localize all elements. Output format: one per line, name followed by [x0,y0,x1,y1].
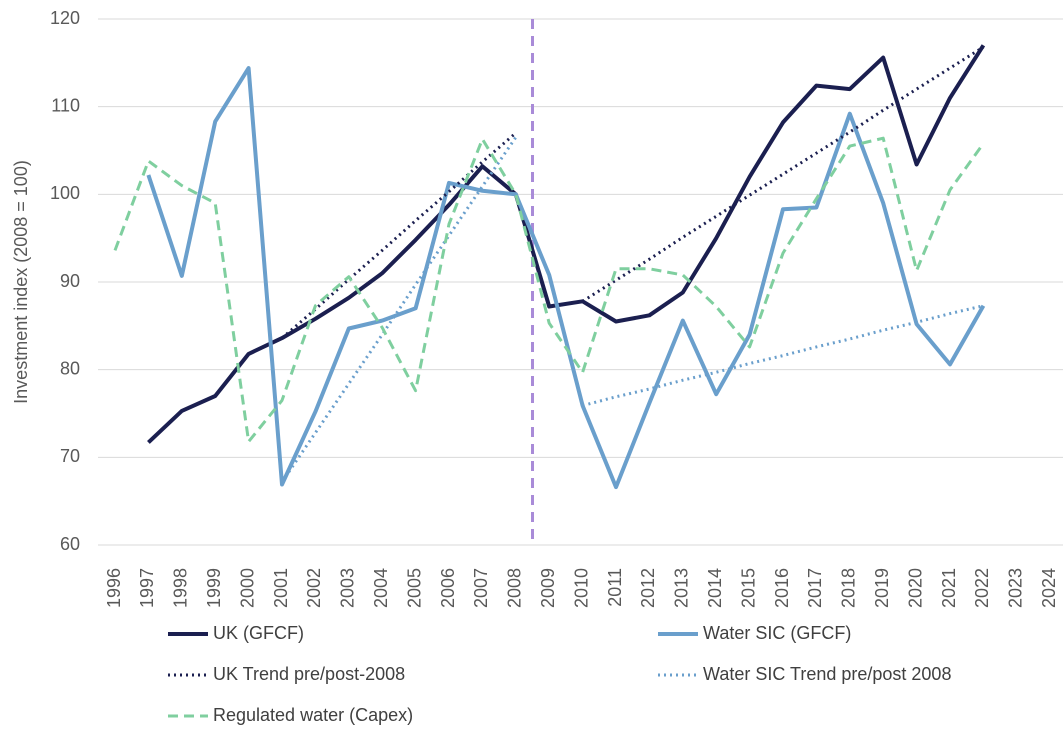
x-tick-label: 2014 [705,568,725,608]
x-tick-label: 2018 [839,568,859,608]
x-tick-label: 2002 [304,568,324,608]
x-tick-label: 2012 [638,568,658,608]
legend-label: UK Trend pre/post-2008 [213,664,405,684]
x-tick-label: 2017 [805,568,825,608]
x-tick-label: 2024 [1039,568,1059,608]
y-tick-label: 70 [60,446,80,466]
x-tick-label: 2023 [1006,568,1026,608]
x-tick-label: 2005 [404,568,424,608]
y-tick-label: 90 [60,271,80,291]
x-tick-label: 2006 [438,568,458,608]
x-tick-label: 1998 [171,568,191,608]
y-axis-title: Investment index (2008 = 100) [11,160,31,404]
legend: UK (GFCF) Water SIC (GFCF) UK Trend pre/po… [168,623,951,725]
series-line [146,66,986,490]
x-tick-label: 1999 [204,568,224,608]
x-tick-label: 2009 [538,568,558,608]
x-tick-label: 2019 [872,568,892,608]
y-tick-label: 120 [50,8,80,28]
series-line [281,45,985,340]
x-tick-label: 2020 [905,568,925,608]
legend-label: Water SIC Trend pre/post 2008 [703,664,951,684]
x-tick-label: 2011 [605,568,625,607]
legend-label: Water SIC (GFCF) [703,623,851,643]
y-tick-label: 60 [60,534,80,554]
x-tick-label: 2004 [371,568,391,608]
x-tick-label: 2022 [972,568,992,608]
x-tick-label: 2015 [738,568,758,608]
x-tick-label: 2016 [772,568,792,608]
x-tick-label: 1997 [137,568,157,608]
x-tick-label: 2008 [505,568,525,608]
x-tick-label: 1996 [104,568,124,608]
y-tick-label: 80 [60,358,80,378]
x-tick-label: 2010 [571,568,591,608]
legend-label: UK (GFCF) [213,623,304,643]
x-tick-label: 2000 [237,568,257,608]
x-tick-label: 2021 [939,568,959,608]
x-tick-label: 2003 [338,568,358,608]
legend-label: Regulated water (Capex) [213,705,413,725]
series-line [113,136,985,444]
x-tick-label: 2007 [471,568,491,608]
x-tick-label: 2013 [672,568,692,608]
x-tick-label: 2001 [271,568,291,608]
y-tick-label: 110 [51,95,80,115]
y-tick-label: 100 [50,183,80,203]
